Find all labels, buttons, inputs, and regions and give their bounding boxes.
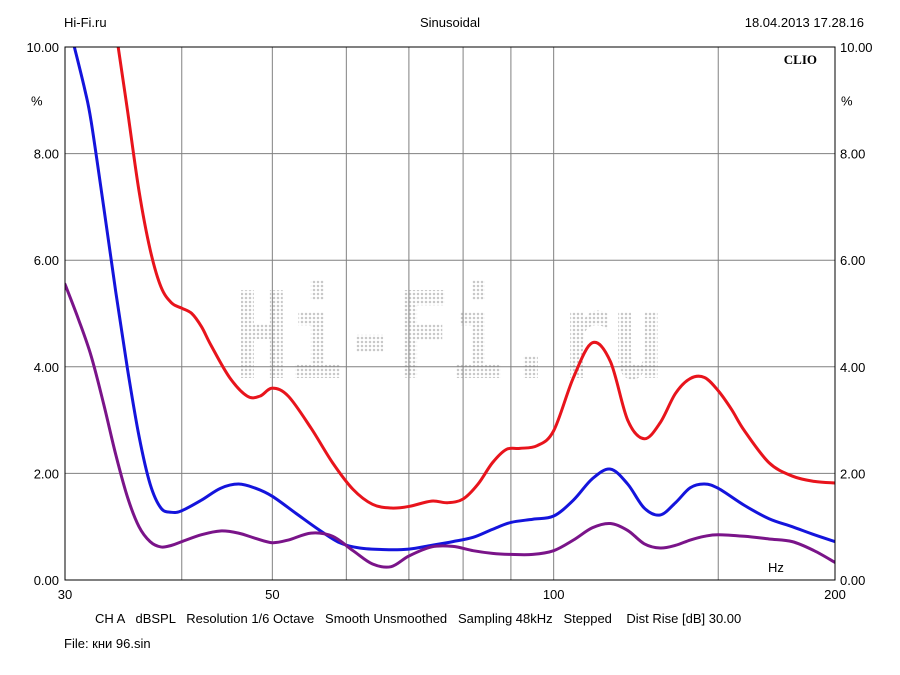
- header-measurement-type: Sinusoidal: [420, 15, 480, 30]
- chart-grid: [65, 47, 835, 580]
- y-tick-label-left: 8.00: [34, 147, 59, 162]
- y-tick-label-right: 4.00: [840, 360, 865, 375]
- y-unit-label-left: %: [31, 93, 43, 108]
- measurement-settings: CH A dBSPL Resolution 1/6 Octave Smooth …: [95, 611, 742, 626]
- chart-labels: 0.00 0.00 2.00 2.00 4.00 4.00 6.00 6.00 8.00 8.00…: [26, 40, 872, 602]
- x-tick-label: 30: [58, 587, 72, 602]
- header-timestamp: 18.04.2013 17.28.16: [744, 15, 864, 30]
- y-tick-label-right: 6.00: [840, 253, 865, 268]
- watermark-text: Hi-Fi.ru: [235, 268, 665, 407]
- y-tick-label-right: 8.00: [840, 147, 865, 162]
- plot-frame: [64, 46, 836, 581]
- y-tick-label-right: 0.00: [840, 573, 865, 588]
- x-tick-label: 100: [543, 587, 565, 602]
- file-name: File: кни 96.sin: [64, 636, 151, 651]
- y-tick-label-right: 2.00: [840, 466, 865, 481]
- red-series-line: [116, 47, 835, 510]
- y-unit-label-right: %: [841, 93, 853, 108]
- chart-series: [65, 47, 835, 569]
- header-site-label: Hi-Fi.ru: [64, 15, 107, 30]
- purple-series-line: [65, 282, 835, 569]
- x-unit-label: Hz: [768, 560, 784, 575]
- y-tick-label-left: 10.00: [26, 40, 59, 55]
- watermark: Hi-Fi.ru: [235, 268, 665, 407]
- y-tick-label-left: 6.00: [34, 253, 59, 268]
- blue-series-line: [72, 47, 835, 552]
- clio-brand-label: CLIO: [784, 52, 817, 67]
- x-tick-label: 50: [265, 587, 279, 602]
- x-tick-label: 200: [824, 587, 846, 602]
- y-tick-label-right: 10.00: [840, 40, 873, 55]
- y-tick-label-left: 4.00: [34, 360, 59, 375]
- y-tick-label-left: 2.00: [34, 466, 59, 481]
- y-tick-label-left: 0.00: [34, 573, 59, 588]
